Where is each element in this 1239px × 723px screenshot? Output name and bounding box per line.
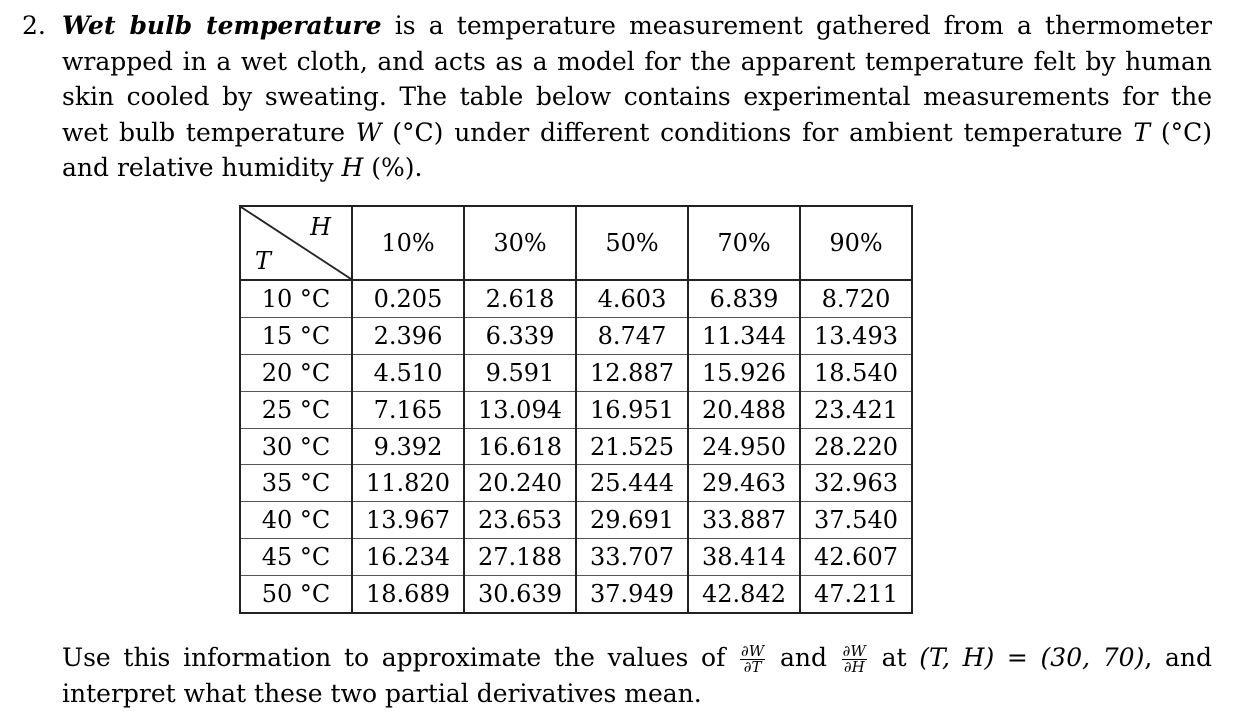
table-cell: 20.488 (687, 390, 801, 429)
table-cell: 47.211 (799, 575, 913, 614)
table-cell: 13.967 (351, 501, 465, 539)
table-cell: 11.344 (687, 316, 801, 355)
intro-text-1: is a temperature measurement gathered fr… (62, 11, 1213, 147)
table-cell: 42.842 (687, 575, 801, 614)
table-row: 30 °C 9.392 16.618 21.525 24.950 28.220 (239, 427, 913, 465)
question-text: Use this information to approximate the … (62, 640, 1212, 711)
table-cell: 15.926 (687, 353, 801, 392)
table-cell: 6.339 (463, 316, 577, 355)
table-cell: 33.887 (687, 501, 801, 539)
table-cell: 9.392 (351, 427, 465, 465)
table-cell: 0.205 (351, 279, 465, 318)
corner-row-label: T (255, 247, 272, 275)
table-cell: 4.603 (575, 279, 689, 318)
problem-number: 2. (22, 11, 46, 40)
intro-text-3: (°C) and relative humidity (62, 117, 1212, 183)
table-cell: 29.691 (575, 501, 689, 539)
question-part-2: and (767, 643, 840, 672)
table-cell: 37.540 (799, 501, 913, 539)
table-cell: 21.525 (575, 427, 689, 465)
partial-w-t-numerator: ∂W (740, 642, 766, 660)
table-cell: 8.747 (575, 316, 689, 355)
question-part-3: at (868, 643, 920, 672)
table-cell: 23.653 (463, 501, 577, 539)
row-header: 30 °C (239, 427, 353, 465)
var-t: T (1133, 117, 1151, 147)
table-cell: 32.963 (799, 464, 913, 502)
partial-w-h-fraction: ∂W ∂H (841, 642, 867, 676)
row-header: 15 °C (239, 316, 353, 355)
table-row: 40 °C 13.967 23.653 29.691 33.887 37.540 (239, 501, 913, 539)
table-row: 10 °C 0.205 2.618 4.603 6.839 8.720 (239, 279, 913, 318)
column-header: 10% (351, 206, 465, 281)
table-cell: 8.720 (799, 279, 913, 318)
table-cell: 16.618 (463, 427, 577, 465)
question-part-4: , and interpret what these two partial d… (62, 643, 1213, 708)
table-cell: 4.510 (351, 353, 465, 392)
table-cell: 16.951 (575, 390, 689, 429)
partial-w-h-numerator: ∂W (841, 642, 867, 660)
row-header: 40 °C (239, 501, 353, 539)
table-cell: 25.444 (575, 464, 689, 502)
column-header: 90% (799, 206, 913, 281)
table-cell: 38.414 (687, 538, 801, 576)
column-header: 70% (687, 206, 801, 281)
table-row: 15 °C 2.396 6.339 8.747 11.344 13.493 (239, 316, 913, 355)
column-header: 50% (575, 206, 689, 281)
table-cell: 16.234 (351, 538, 465, 576)
table-row: 25 °C 7.165 13.094 16.951 20.488 23.421 (239, 390, 913, 429)
table-cell: 12.887 (575, 353, 689, 392)
corner-diagonal-line (241, 207, 351, 279)
table-row: 35 °C 11.820 20.240 25.444 29.463 32.963 (239, 464, 913, 502)
intro-text-2: (°C) under different conditions for ambi… (381, 117, 1134, 147)
table-corner-cell: H T (239, 206, 353, 281)
table-cell: 13.094 (463, 390, 577, 429)
table-cell: 18.689 (351, 575, 465, 614)
table-cell: 29.463 (687, 464, 801, 502)
table-cell: 9.591 (463, 353, 577, 392)
table-cell: 18.540 (799, 353, 913, 392)
table-cell: 27.188 (463, 538, 577, 576)
question-part-1: Use this information to approximate the … (62, 643, 739, 672)
table-cell: 7.165 (351, 390, 465, 429)
row-header: 10 °C (239, 279, 353, 318)
partial-w-t-denominator: ∂T (743, 658, 762, 676)
column-header: 30% (463, 206, 577, 281)
evaluation-point: (T, H) = (30, 70) (919, 643, 1145, 672)
table-cell: 37.949 (575, 575, 689, 614)
intro-text-4: (%). (363, 153, 423, 182)
row-header: 35 °C (239, 464, 353, 502)
table-cell: 20.240 (463, 464, 577, 502)
table-row: 50 °C 18.689 30.639 37.949 42.842 47.211 (239, 575, 913, 614)
table-cell: 23.421 (799, 390, 913, 429)
var-h: H (341, 153, 364, 182)
table-cell: 33.707 (575, 538, 689, 576)
table-cell: 2.396 (351, 316, 465, 355)
problem-2: 2. Wet bulb temperature is a temperature… (22, 8, 1212, 186)
row-header: 25 °C (239, 390, 353, 429)
table-cell: 6.839 (687, 279, 801, 318)
row-header: 50 °C (239, 575, 353, 614)
table-cell: 13.493 (799, 316, 913, 355)
table-cell: 28.220 (799, 427, 913, 465)
row-header: 20 °C (239, 353, 353, 392)
table-row: 45 °C 16.234 27.188 33.707 38.414 42.607 (239, 538, 913, 576)
problem-intro: 2. Wet bulb temperature is a temperature… (22, 8, 1212, 186)
row-header: 45 °C (239, 538, 353, 576)
table-row: 20 °C 4.510 9.591 12.887 15.926 18.540 (239, 353, 913, 392)
table-cell: 2.618 (463, 279, 577, 318)
corner-column-label: H (310, 213, 331, 241)
table-cell: 11.820 (351, 464, 465, 502)
wet-bulb-table-container: H T 10% 30% 50% 70% 90% 10 °C 0.205 2.618 4… (239, 205, 913, 615)
var-w: W (355, 117, 382, 147)
partial-w-h-denominator: ∂H (843, 658, 865, 676)
table-cell: 42.607 (799, 538, 913, 576)
table-cell: 24.950 (687, 427, 801, 465)
key-term: Wet bulb temperature (62, 11, 382, 40)
partial-w-t-fraction: ∂W ∂T (740, 642, 766, 676)
table-cell: 30.639 (463, 575, 577, 614)
wet-bulb-table: H T 10% 30% 50% 70% 90% 10 °C 0.205 2.618 4… (239, 205, 913, 615)
table-header-row: H T 10% 30% 50% 70% 90% (239, 206, 913, 281)
